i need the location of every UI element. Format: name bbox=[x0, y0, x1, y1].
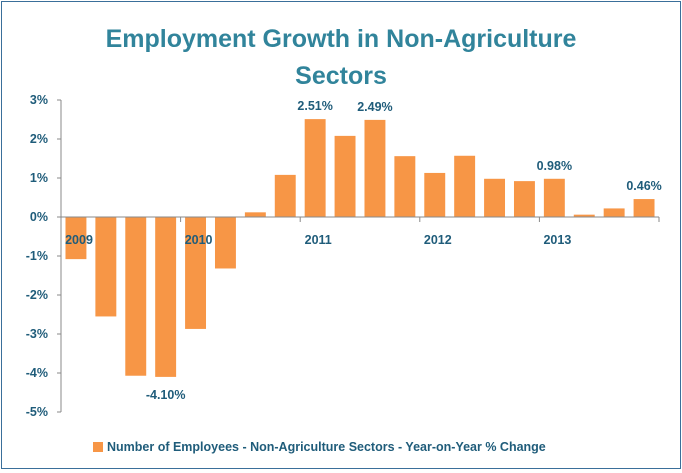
legend: Number of Employees - Non-Agriculture Se… bbox=[93, 440, 546, 454]
x-tick-label: 2013 bbox=[543, 233, 571, 247]
bar bbox=[484, 178, 506, 217]
bar bbox=[603, 208, 625, 217]
y-tick-label: 1% bbox=[30, 171, 48, 185]
y-tick-label: 2% bbox=[30, 132, 48, 146]
data-label: 2.51% bbox=[297, 99, 332, 113]
bar bbox=[274, 174, 296, 217]
y-tick-label: -2% bbox=[26, 288, 48, 302]
bar bbox=[65, 217, 87, 260]
bar bbox=[424, 172, 446, 217]
x-tick-label: 2012 bbox=[424, 233, 452, 247]
bar bbox=[304, 119, 326, 217]
bar bbox=[543, 178, 565, 217]
y-tick-label: -4% bbox=[26, 366, 48, 380]
bar bbox=[394, 156, 416, 217]
y-tick-label: 0% bbox=[30, 210, 48, 224]
bar bbox=[155, 217, 177, 377]
bar bbox=[633, 199, 655, 217]
data-label: 0.98% bbox=[537, 159, 572, 173]
bar bbox=[125, 217, 147, 376]
bar bbox=[573, 214, 595, 217]
legend-swatch bbox=[93, 442, 103, 452]
y-tick-label: -3% bbox=[26, 327, 48, 341]
bars bbox=[65, 119, 655, 377]
x-tick-label: 2011 bbox=[305, 233, 332, 247]
data-labels: -4.10% 2.51% 2.49% 0.98% 0.46% bbox=[146, 99, 662, 402]
bar bbox=[334, 135, 356, 217]
data-label: 2.49% bbox=[357, 100, 392, 114]
chart-title-line-1: Employment Growth in Non-Agriculture bbox=[106, 25, 577, 53]
data-label: 0.46% bbox=[626, 179, 661, 193]
bar bbox=[513, 181, 535, 217]
x-tick-label: 2010 bbox=[185, 233, 213, 247]
y-tick-label: 3% bbox=[30, 93, 48, 107]
bar bbox=[95, 217, 117, 317]
y-axis: 3% 2% 1% 0% -1% -2% -3% -4% -5% bbox=[26, 93, 62, 419]
bar bbox=[214, 217, 236, 269]
bar bbox=[454, 155, 476, 217]
bar bbox=[185, 217, 207, 329]
bar-chart: Employment Growth in Non-Agriculture Sec… bbox=[26, 25, 662, 454]
legend-label: Number of Employees - Non-Agriculture Se… bbox=[107, 440, 546, 454]
x-tick-label: 2009 bbox=[65, 233, 93, 247]
bar bbox=[244, 212, 266, 217]
x-axis: 2009 2010 2011 2012 2013 bbox=[60, 216, 660, 247]
bar bbox=[364, 119, 386, 217]
y-tick-label: -5% bbox=[26, 405, 48, 419]
data-label: -4.10% bbox=[146, 388, 186, 402]
chart-title-line-2: Sectors bbox=[295, 62, 387, 90]
y-tick-label: -1% bbox=[26, 249, 48, 263]
